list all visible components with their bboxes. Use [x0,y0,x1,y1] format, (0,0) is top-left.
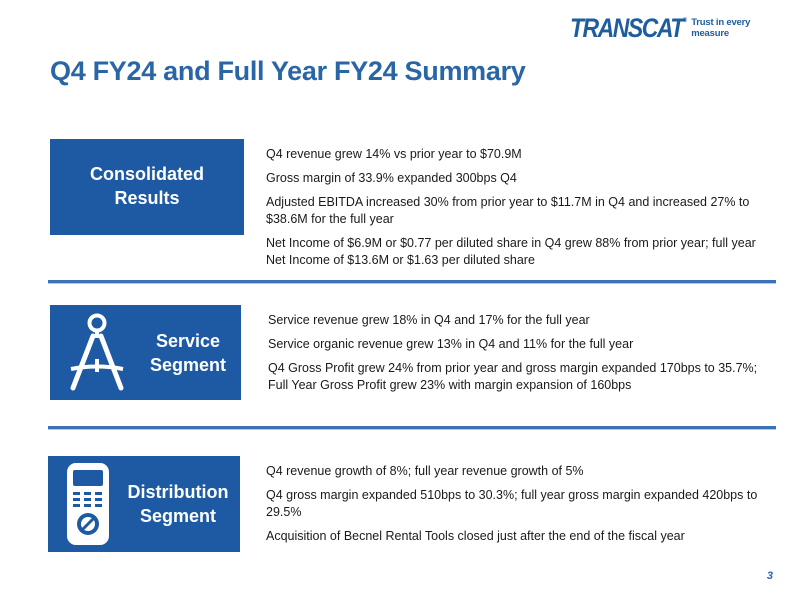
consolidated-label-line1: Consolidated [89,164,204,184]
service-segment-label: Service Segment [138,329,238,377]
service-segment-box: Service Segment [50,305,241,400]
logo-registered-mark: ® [682,18,688,24]
distribution-label-line1: Distribution [127,482,229,502]
list-item: Q4 revenue grew 14% vs prior year to $70… [266,147,522,161]
transcat-logo: TRANSCAT ® Trust in every measure [570,12,765,43]
list-item: Q4 revenue growth of 8%; full year reven… [266,464,584,478]
list-item: Service organic revenue grew 13% in Q4 a… [268,337,634,351]
list-item: Gross margin of 33.9% expanded 300bps Q4 [266,171,517,185]
logo-tagline: Trust in every measure [691,17,751,39]
list-item: Adjusted EBITDA increased 30% from prior… [266,195,750,226]
drafting-compass-icon [70,313,124,391]
logo-wordmark: TRANSCAT [570,12,684,43]
section-divider [48,426,776,430]
consolidated-label-line2: Results [114,188,180,208]
list-item: Net Income of $6.9M or $0.77 per diluted… [266,236,756,267]
list-item: Service revenue grew 18% in Q4 and 17% f… [268,313,590,327]
handheld-meter-icon [67,463,109,545]
section-divider [48,280,776,284]
consolidated-results-label: Consolidated Results [50,162,244,210]
list-item: Acquisition of Becnel Rental Tools close… [266,529,685,543]
service-label-line2: Segment [149,355,227,375]
consolidated-results-box: Consolidated Results [50,139,244,235]
list-item: Q4 Gross Profit grew 24% from prior year… [268,361,758,392]
page-title: Q4 FY24 and Full Year FY24 Summary [50,56,526,86]
distribution-segment-box: Distribution Segment [48,456,240,552]
distribution-label-line2: Segment [139,506,217,526]
distribution-segment-label: Distribution Segment [118,480,238,528]
page-number: 3 [766,570,773,582]
distribution-segment-list: Q4 revenue growth of 8%; full year reven… [266,463,776,552]
list-item: Q4 gross margin expanded 510bps to 30.3%… [266,488,758,519]
service-segment-list: Service revenue grew 18% in Q4 and 17% f… [268,312,780,401]
service-label-line1: Service [155,331,221,351]
consolidated-results-list: Q4 revenue grew 14% vs prior year to $70… [266,146,776,276]
